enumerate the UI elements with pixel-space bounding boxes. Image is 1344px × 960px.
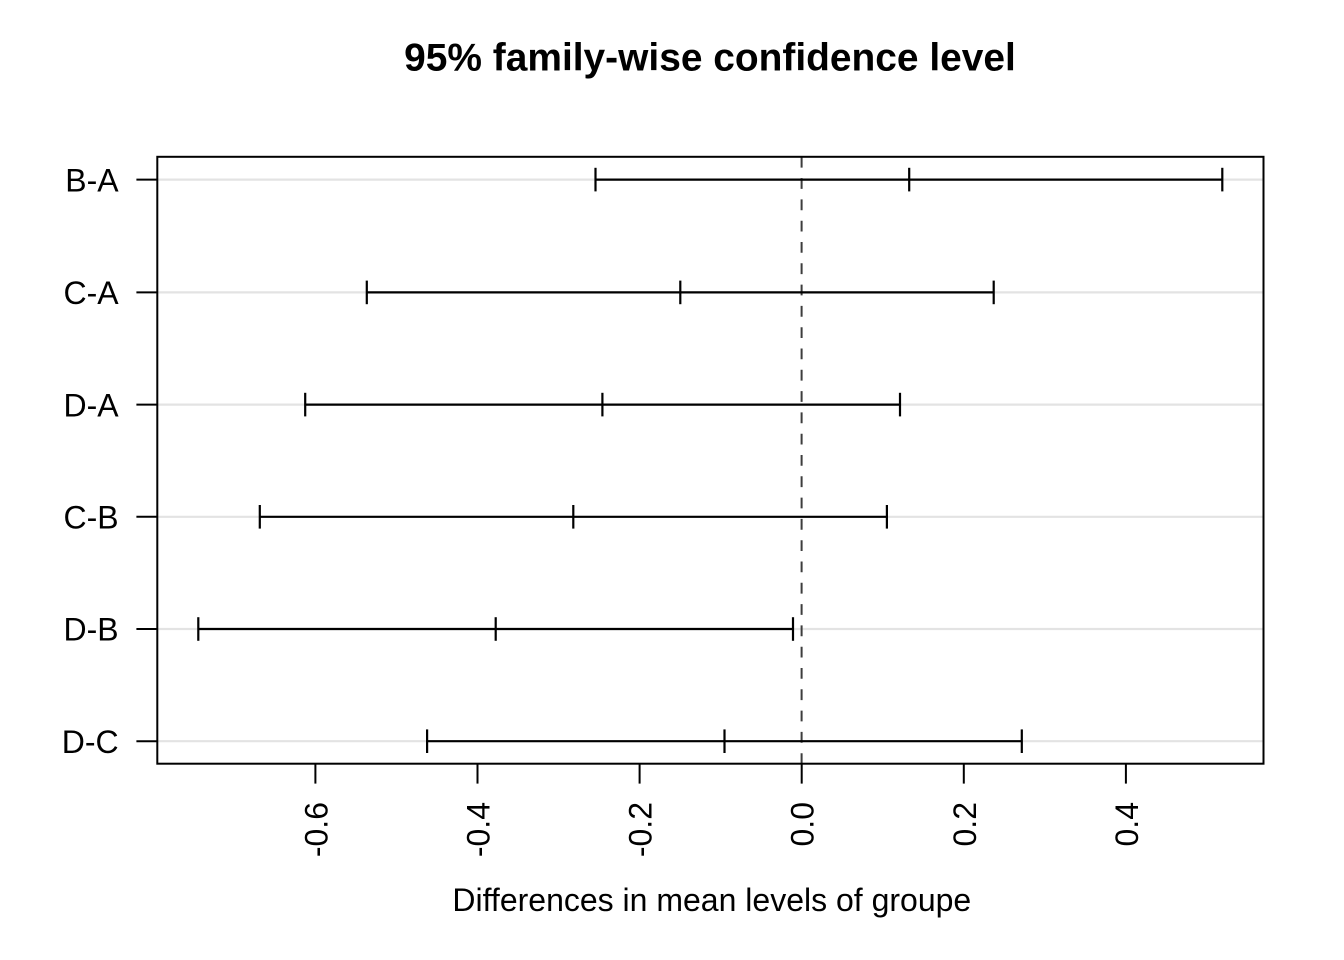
svg-text:C-B: C-B [63, 500, 118, 536]
svg-text:-0.6: -0.6 [298, 802, 334, 857]
svg-text:D-C: D-C [62, 724, 119, 760]
svg-text:-0.2: -0.2 [623, 802, 659, 857]
svg-text:B-A: B-A [65, 162, 119, 198]
svg-text:D-B: D-B [63, 612, 118, 648]
svg-text:D-A: D-A [63, 387, 119, 423]
svg-text:0.2: 0.2 [947, 802, 983, 846]
svg-text:Differences in mean levels of: Differences in mean levels of groupe [452, 882, 971, 918]
svg-text:C-A: C-A [63, 275, 119, 311]
svg-text:0.4: 0.4 [1109, 802, 1145, 846]
svg-text:-0.4: -0.4 [461, 802, 497, 857]
svg-text:95% family-wise confidence lev: 95% family-wise confidence level [404, 37, 1016, 80]
svg-text:0.0: 0.0 [785, 802, 821, 846]
